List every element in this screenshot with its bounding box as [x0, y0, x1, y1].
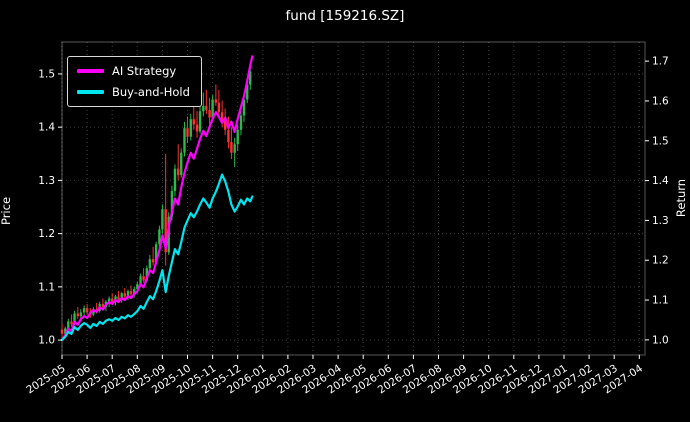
svg-text:1.3: 1.3 [38, 175, 55, 187]
legend-item-ai-strategy: AI Strategy [77, 64, 190, 78]
svg-text:1.4: 1.4 [652, 175, 669, 187]
legend-label: AI Strategy [112, 64, 177, 78]
ai-strategy-line-swatch [77, 69, 104, 73]
svg-text:1.6: 1.6 [652, 95, 669, 107]
svg-text:1.0: 1.0 [38, 335, 55, 347]
svg-text:1.4: 1.4 [38, 122, 55, 134]
svg-text:1.7: 1.7 [652, 56, 669, 68]
svg-text:1.1: 1.1 [652, 295, 669, 307]
svg-text:1.5: 1.5 [38, 68, 55, 80]
svg-text:1.1: 1.1 [38, 281, 55, 293]
svg-text:1.2: 1.2 [652, 255, 669, 267]
svg-text:1.0: 1.0 [652, 334, 669, 346]
legend-item-buy-and-hold: Buy-and-Hold [77, 85, 190, 99]
svg-text:1.3: 1.3 [652, 215, 669, 227]
legend: AI Strategy Buy-and-Hold [67, 56, 202, 107]
chart-title: fund [159216.SZ] [285, 8, 405, 24]
y-axis-label-return: Return [673, 179, 688, 218]
svg-text:1.5: 1.5 [652, 135, 669, 147]
y-axis-label-price: Price [0, 196, 14, 226]
legend-label: Buy-and-Hold [112, 85, 190, 99]
svg-text:1.2: 1.2 [38, 228, 55, 240]
buy-and-hold-line-swatch [77, 90, 104, 94]
